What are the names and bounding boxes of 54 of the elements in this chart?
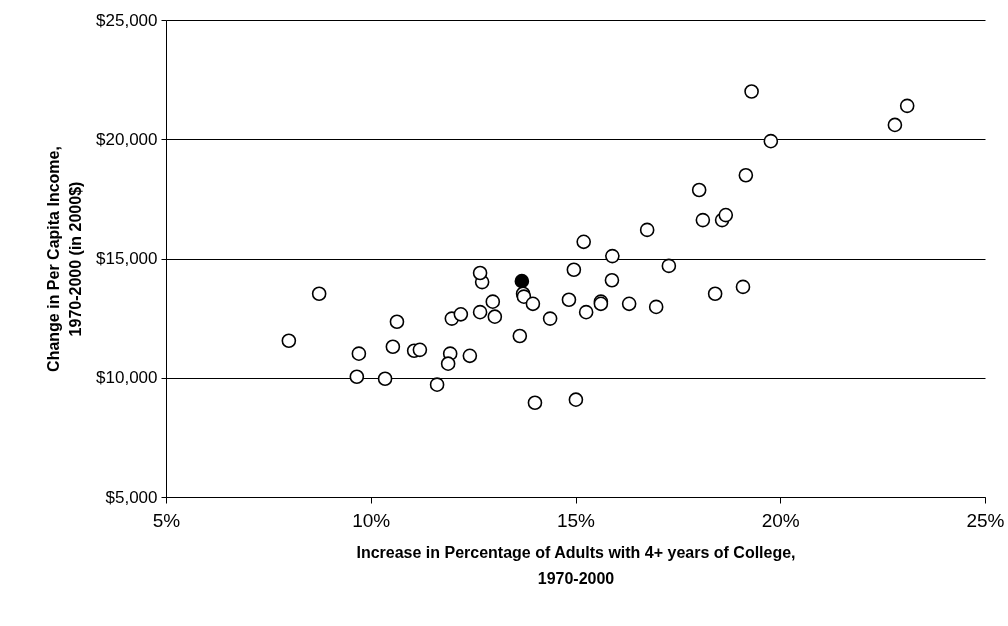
point <box>621 296 637 312</box>
x-tick-label: 10% <box>352 509 391 531</box>
point <box>763 133 779 149</box>
point <box>485 294 501 309</box>
y-tick-label: $20,000 <box>96 129 158 149</box>
y-tick-label: $5,000 <box>105 487 158 507</box>
point <box>691 182 707 198</box>
point <box>735 279 751 295</box>
point <box>311 286 327 302</box>
point <box>738 167 754 183</box>
point <box>542 311 558 326</box>
point <box>472 304 488 320</box>
point <box>605 248 620 264</box>
point <box>351 346 367 361</box>
point <box>377 371 393 387</box>
point <box>648 299 664 315</box>
point <box>561 292 577 308</box>
point <box>887 117 903 133</box>
point <box>527 395 543 411</box>
x-axis-title: Increase in Percentage of Adults with 4+ years of College, 1970-2000 <box>356 543 796 587</box>
point <box>639 222 655 238</box>
x-tick-label: 5% <box>152 509 181 531</box>
point <box>899 98 915 114</box>
y-tick-label: $10,000 <box>96 368 158 388</box>
point <box>472 265 488 281</box>
point <box>487 309 503 324</box>
point <box>514 273 530 289</box>
point <box>568 392 584 407</box>
point <box>512 328 528 344</box>
point <box>385 339 401 355</box>
point <box>525 296 541 312</box>
point <box>453 307 469 322</box>
x-tick-label: 20% <box>761 509 800 531</box>
x-tick-label: 15% <box>556 509 596 531</box>
point <box>576 234 592 250</box>
point <box>429 377 445 392</box>
point <box>744 84 759 99</box>
point <box>349 369 365 385</box>
y-tick-label: $15,000 <box>96 249 158 268</box>
y-tick-label: $25,000 <box>96 10 158 30</box>
point <box>462 348 478 364</box>
point <box>281 333 297 349</box>
x-tick-label: 25% <box>966 509 1005 531</box>
point <box>440 356 456 371</box>
point <box>718 207 734 223</box>
point <box>661 258 677 274</box>
point <box>578 304 594 320</box>
point <box>604 272 620 288</box>
point <box>707 286 723 302</box>
point <box>389 314 405 330</box>
y-axis-title: Change in Per Capita Income, 1970-2000 (in 2000$) <box>45 146 85 372</box>
point <box>412 342 428 358</box>
point <box>566 262 582 278</box>
point <box>695 212 711 228</box>
